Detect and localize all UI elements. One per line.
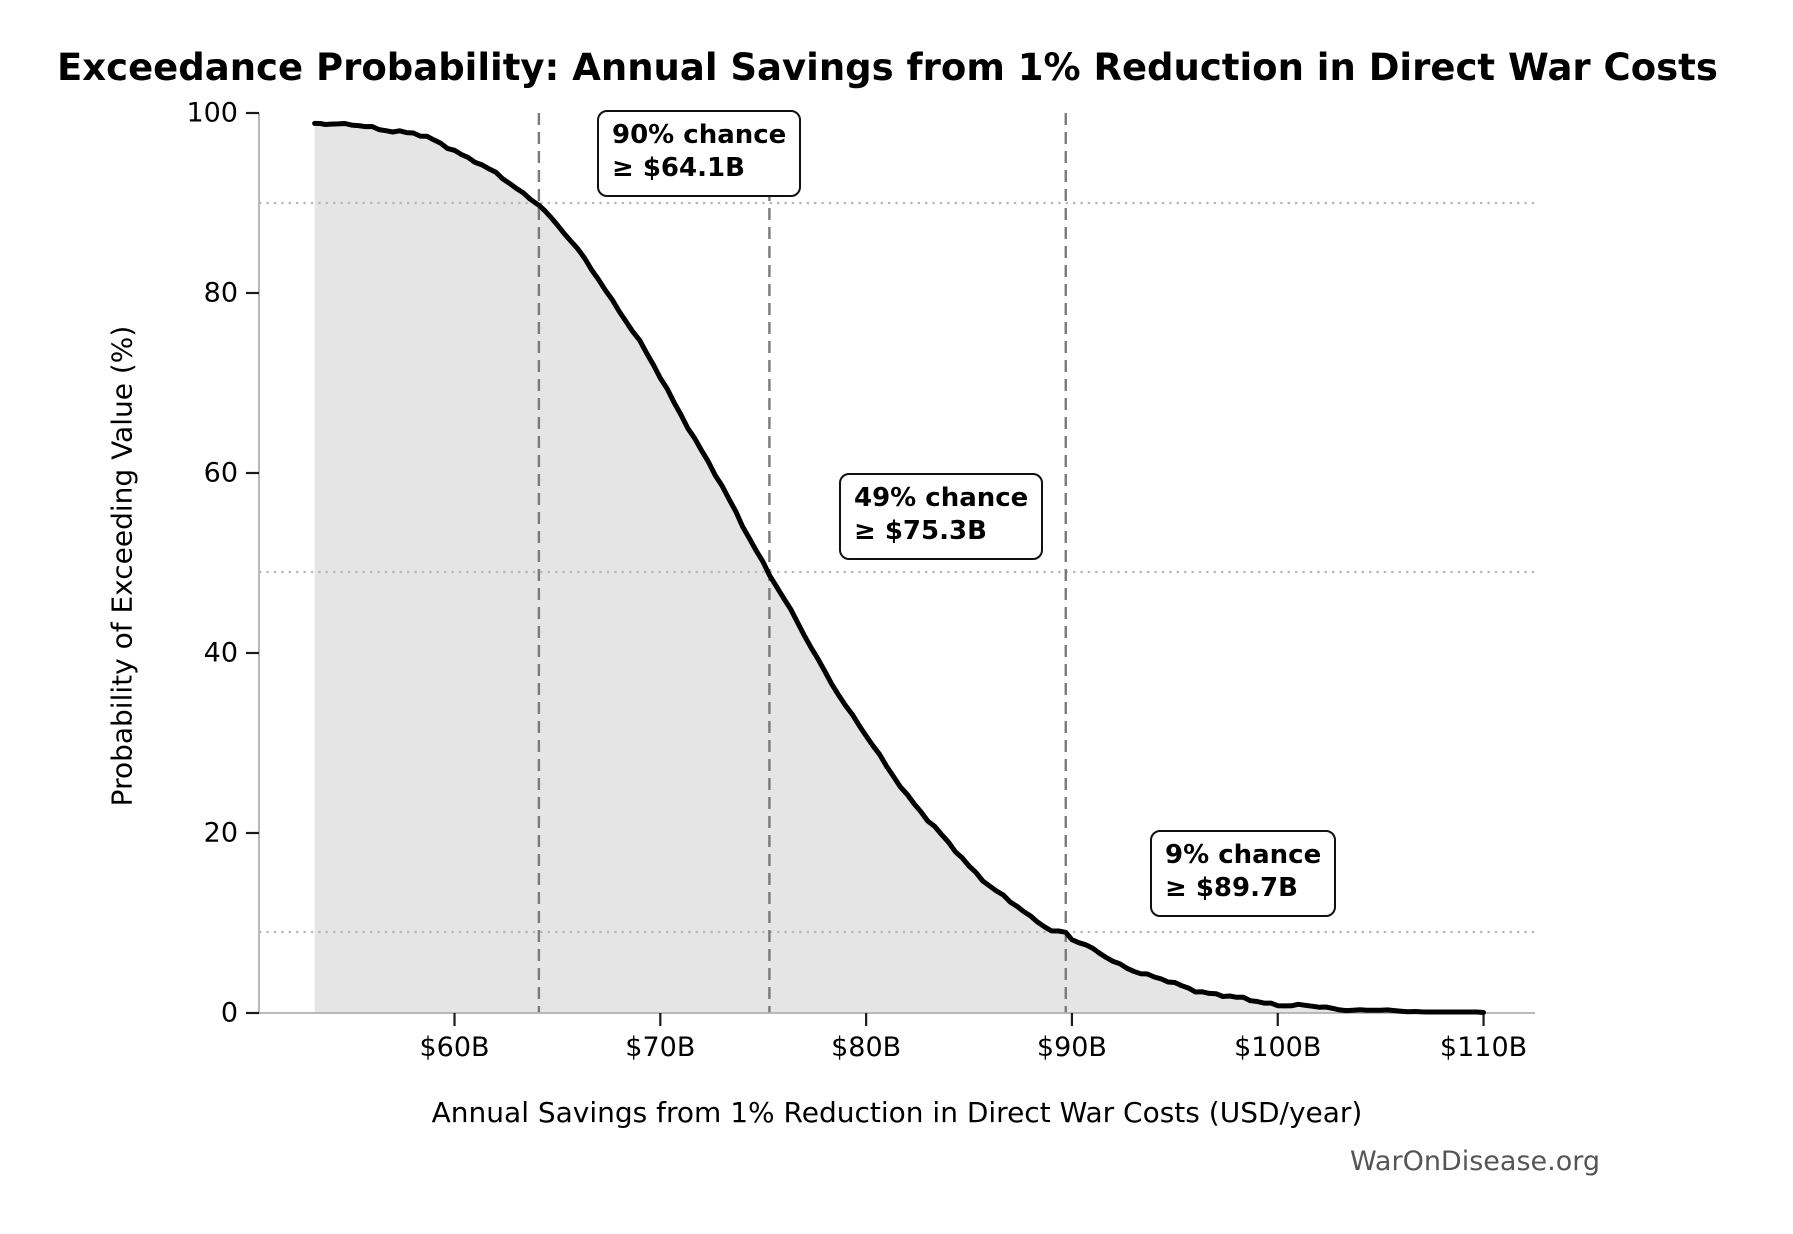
x-tick-label: $100B (1234, 1032, 1322, 1063)
source-watermark: WarOnDisease.org (1349, 1146, 1600, 1177)
annotation-line1: 49% chance (854, 483, 1029, 513)
y-tick-label: 20 (203, 817, 238, 849)
x-tick-label: $70B (625, 1032, 696, 1063)
x-tick-label: $110B (1439, 1032, 1528, 1063)
y-tick-label: 40 (203, 637, 238, 669)
annotation-90pct: 90% chance ≥ $64.1B (597, 110, 802, 197)
y-tick-label: 80 (203, 277, 238, 309)
annotation-line1: 90% chance (612, 120, 787, 150)
y-axis-label: Probability of Exceeding Value (%) (105, 325, 139, 807)
annotation-line2: ≥ $75.3B (854, 516, 987, 547)
x-tick-label: $60B (419, 1032, 490, 1063)
annotation-49pct: 49% chance ≥ $75.3B (839, 473, 1044, 560)
annotation-line1: 9% chance (1165, 840, 1322, 870)
annotation-line2: ≥ $64.1B (612, 153, 745, 184)
shaded-area (314, 123, 1484, 1013)
y-tick-label: 0 (220, 997, 238, 1029)
x-axis-label: Annual Savings from 1% Reduction in Dire… (431, 1096, 1363, 1129)
x-tick-label: $90B (1036, 1032, 1107, 1063)
annotation-9pct: 9% chance ≥ $89.7B (1150, 830, 1337, 917)
exceedance-curve (312, 120, 1486, 1015)
annotation-line2: ≥ $89.7B (1165, 873, 1298, 904)
y-tick-label: 100 (186, 97, 238, 129)
y-tick-label: 60 (203, 457, 238, 489)
chart-title: Exceedance Probability: Annual Savings f… (57, 46, 1718, 89)
x-tick-label: $80B (831, 1032, 902, 1063)
